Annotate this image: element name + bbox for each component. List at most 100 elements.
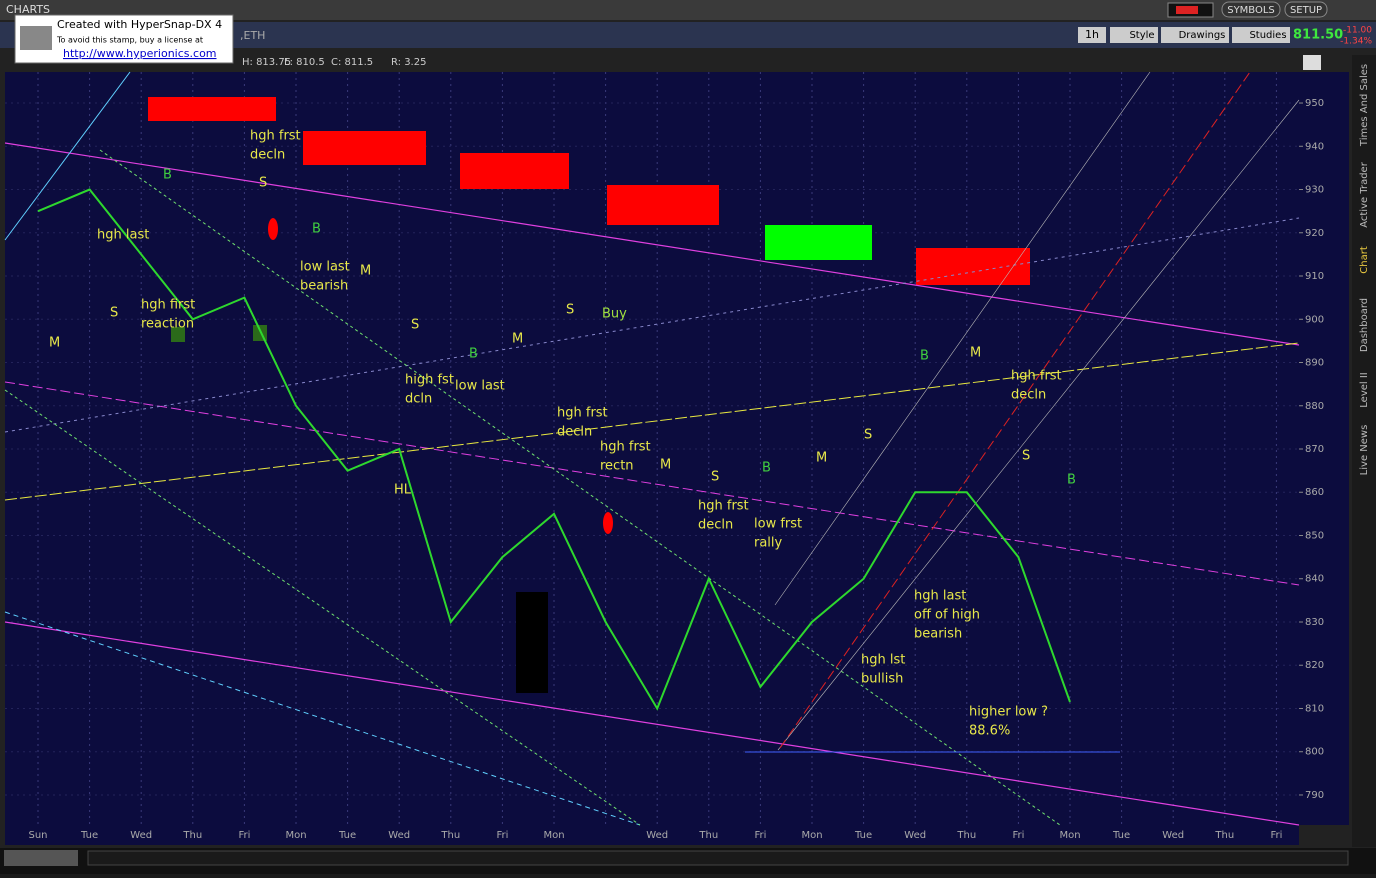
x-tick-label: Wed (904, 830, 926, 841)
stamp-line2: To avoid this stamp, buy a license at (56, 36, 203, 45)
y-tick-label: 830 (1305, 617, 1324, 628)
x-tick-label: Mon (543, 830, 564, 841)
x-tick-label: Fri (754, 830, 766, 841)
stamp-url[interactable]: http://www.hyperionics.com (63, 47, 217, 60)
x-tick-label: Fri (496, 830, 508, 841)
status-close: C: 811.5 (331, 57, 373, 68)
annotation: M (512, 332, 523, 347)
annotation: low last (300, 260, 350, 275)
x-tick-label: Tue (80, 830, 98, 841)
volume-block (516, 592, 548, 693)
side-tab[interactable]: Dashboard (1359, 298, 1370, 352)
x-tick-label: Fri (1012, 830, 1024, 841)
x-tick-label: Thu (440, 830, 460, 841)
x-tick-label: Sun (28, 830, 47, 841)
trend-line (4, 621, 1300, 826)
signal-dot (603, 512, 613, 534)
stamp-icon (20, 26, 52, 50)
style[interactable]: Style (1129, 30, 1154, 41)
x-tick-label: Thu (698, 830, 718, 841)
y-tick-label: 910 (1305, 271, 1324, 282)
x-tick-label: Wed (646, 830, 668, 841)
annotation: hgh frst (1011, 369, 1062, 384)
studies-button[interactable] (1232, 27, 1290, 43)
annotation: B (920, 349, 929, 364)
axis-button[interactable] (1303, 55, 1321, 70)
drawings[interactable]: Drawings (1179, 30, 1226, 41)
annotation: M (360, 264, 371, 279)
annotation: B (762, 461, 771, 476)
pct-change: -1.34% (1340, 37, 1372, 47)
y-tick-label: 870 (1305, 444, 1324, 455)
annotation: bullish (861, 672, 903, 687)
status-high: H: 813.75 (242, 57, 291, 68)
annotation: hgh last (914, 589, 966, 604)
annotation: dcln (405, 392, 432, 407)
y-tick-label: 930 (1305, 185, 1324, 196)
side-tab[interactable]: Active Trader (1359, 161, 1370, 227)
signal-box (607, 185, 719, 225)
side-tab[interactable]: Live News (1359, 425, 1370, 476)
annotation: S (411, 318, 419, 333)
side-tab[interactable]: Chart (1359, 246, 1370, 274)
x-tick-label: Wed (130, 830, 152, 841)
y-tick-label: 810 (1305, 703, 1324, 714)
zoom-tools[interactable] (4, 850, 78, 866)
annotation: B (469, 347, 478, 362)
annotation: M (49, 336, 60, 351)
scrollbar[interactable] (87, 850, 1349, 866)
x-tick-label: Mon (801, 830, 822, 841)
annotation: S (864, 428, 872, 443)
annotation: hgh last (97, 228, 149, 243)
annotation: Buy (602, 307, 627, 322)
y-tick-label: 900 (1305, 314, 1324, 325)
setup-label[interactable]: SETUP (1290, 5, 1322, 16)
annotation: bearish (300, 279, 348, 294)
stamp-line1: Created with HyperSnap-DX 4 (57, 18, 222, 31)
side-tab[interactable]: Level II (1359, 372, 1370, 407)
signal-box (765, 225, 872, 260)
annotation: rally (754, 536, 783, 551)
annotation: bearish (914, 627, 962, 642)
status-bar (0, 54, 1376, 70)
title-bar (0, 0, 1376, 20)
signal-box (460, 153, 569, 189)
x-tick-label: Tue (1112, 830, 1130, 841)
signal-box (916, 248, 1030, 285)
annotation: M (970, 346, 981, 361)
x-tick-label: Thu (1214, 830, 1234, 841)
annotation: HL (394, 483, 412, 498)
annotation: low frst (754, 517, 802, 532)
drawings-button[interactable] (1161, 27, 1229, 43)
interval[interactable]: 1h (1085, 28, 1099, 41)
layout-icon (1176, 6, 1198, 14)
x-tick-label: Thu (956, 830, 976, 841)
annotation: S (1022, 449, 1030, 464)
x-tick-label: Tue (854, 830, 872, 841)
status-range: R: 3.25 (391, 57, 426, 68)
x-tick-label: Wed (1162, 830, 1184, 841)
annotation: off of high (914, 608, 980, 623)
side-tab[interactable]: Times And Sales (1359, 64, 1370, 147)
x-tick-label: Fri (238, 830, 250, 841)
side-panel (1352, 55, 1376, 847)
annotation: reaction (141, 317, 194, 332)
setup-button[interactable] (1284, 1, 1328, 18)
trend-line (4, 217, 1300, 433)
annotation: low last (455, 379, 505, 394)
side-panel-bg (1352, 55, 1376, 847)
price-line (37, 188, 1071, 711)
studies[interactable]: Studies (1249, 30, 1286, 41)
x-tick-label: Mon (285, 830, 306, 841)
annotation: hgh frst (250, 129, 301, 144)
style-button[interactable] (1110, 27, 1158, 43)
annotation: decln (557, 425, 592, 440)
symbols-button[interactable] (1221, 1, 1281, 18)
interval-button[interactable] (1078, 27, 1106, 43)
window-title: CHARTS (6, 3, 50, 16)
annotation: high fst (405, 373, 454, 388)
symbols-label[interactable]: SYMBOLS (1227, 5, 1275, 16)
annotation: decln (250, 148, 285, 163)
